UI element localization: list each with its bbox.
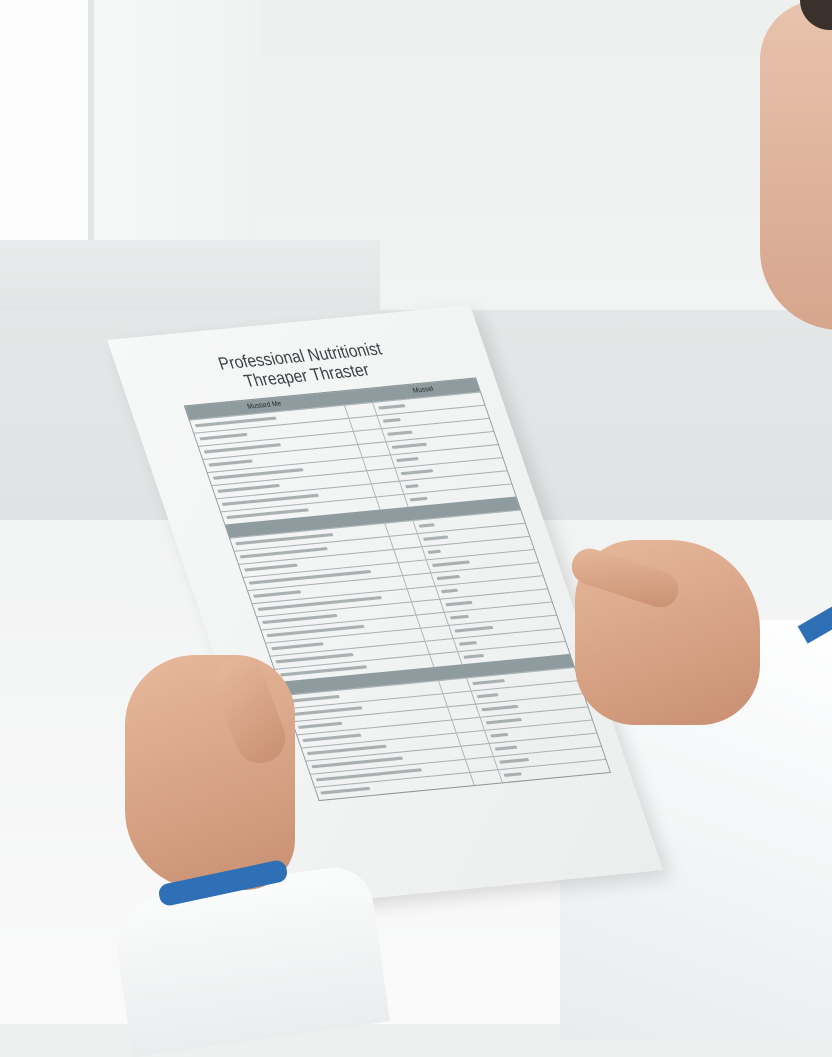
blurred-text (297, 721, 343, 730)
blurred-text (503, 772, 522, 777)
blurred-text (320, 786, 370, 795)
blurred-text (458, 641, 478, 646)
blurred-text (418, 523, 435, 528)
blurred-text (472, 678, 506, 686)
table-cell (470, 770, 503, 786)
blurred-text (293, 706, 363, 716)
blurred-text (454, 625, 494, 633)
blurred-text (431, 560, 471, 568)
blurred-text (302, 733, 362, 743)
person-face (760, 0, 832, 330)
blurred-text (463, 653, 485, 659)
blurred-text (400, 469, 434, 476)
blurred-text (253, 590, 302, 598)
window-frame (0, 0, 94, 240)
blurred-text (436, 574, 461, 581)
blurred-text (387, 430, 413, 436)
blurred-text (275, 652, 354, 664)
blurred-text (499, 758, 529, 764)
blurred-text (422, 535, 449, 541)
blurred-text (217, 483, 281, 493)
blurred-text (382, 418, 402, 423)
blurred-text (244, 563, 298, 572)
blurred-text (203, 443, 282, 454)
blurred-text (485, 718, 522, 725)
blurred-text (306, 744, 387, 756)
blurred-text (476, 693, 499, 699)
blurred-text (445, 600, 473, 607)
blurred-text (391, 442, 428, 449)
blurred-text (449, 614, 470, 620)
window-sill (0, 240, 380, 310)
blurred-text (199, 432, 248, 441)
blurred-text (405, 484, 420, 489)
blurred-text (208, 459, 253, 467)
blurred-text (427, 549, 441, 554)
blurred-text (288, 694, 341, 703)
blurred-text (440, 588, 458, 594)
blurred-text (262, 613, 338, 625)
blurred-text (481, 704, 519, 712)
blurred-text (409, 496, 428, 502)
blurred-text (226, 508, 309, 520)
blurred-text (396, 456, 420, 463)
blurred-text (494, 745, 518, 751)
blurred-text (490, 732, 509, 738)
blurred-text (194, 416, 277, 428)
blurred-text (270, 642, 324, 651)
table-header-cell (339, 389, 371, 405)
blurred-text (378, 404, 406, 410)
